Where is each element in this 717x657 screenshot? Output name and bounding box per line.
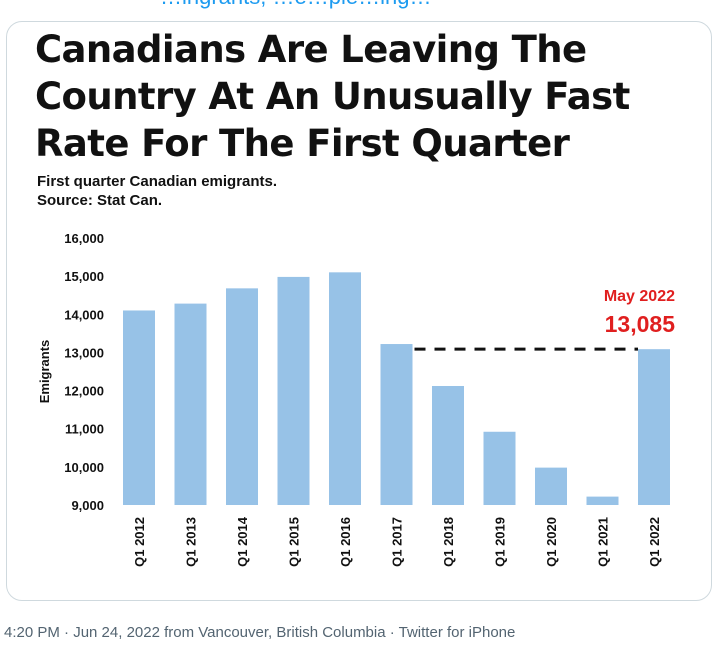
chart-subtitle-line1: First quarter Canadian emigrants. xyxy=(37,173,278,190)
x-tick-label: Q1 2018 xyxy=(441,517,456,567)
bar-q1-2013 xyxy=(174,303,207,505)
bar-q1-2018 xyxy=(432,385,464,505)
bar-q1-2022 xyxy=(638,349,670,505)
x-tick-label: Q1 2022 xyxy=(647,517,662,567)
x-tick-label: Q1 2016 xyxy=(338,517,353,567)
y-tick-label: 13,000 xyxy=(64,345,104,360)
x-tick-label: Q1 2012 xyxy=(132,517,147,567)
chart-subtitle: First quarter Canadian emigrants. Source… xyxy=(37,172,277,210)
bar-q1-2015 xyxy=(277,276,310,505)
x-tick-label: Q1 2014 xyxy=(235,516,250,567)
y-tick-label: 14,000 xyxy=(64,307,104,322)
bar-q1-2017 xyxy=(380,344,413,505)
annotation-label: May 2022 xyxy=(604,288,675,305)
y-tick-label: 11,000 xyxy=(65,422,104,437)
annotation-value: 13,085 xyxy=(605,311,676,337)
bar-q1-2021 xyxy=(586,496,619,505)
bar-chart: 9,000 10,000 11,000 12,000 13,000 14,000 15,00… xyxy=(37,231,676,567)
y-tick-label: 16,000 xyxy=(64,231,104,246)
bar-q1-2019 xyxy=(483,431,516,505)
x-tick-label: Q1 2013 xyxy=(184,517,199,567)
x-tick-label: Q1 2019 xyxy=(493,517,508,567)
x-tick-label: Q1 2015 xyxy=(287,517,302,567)
bar-q1-2016 xyxy=(329,272,361,505)
y-tick-label: 15,000 xyxy=(64,269,104,284)
y-axis-label: Emigrants xyxy=(37,340,52,404)
chart-title: Canadians Are Leaving The Country At An … xyxy=(35,28,630,165)
tweet-image-card[interactable]: Canadians Are Leaving The Country At An … xyxy=(6,21,712,601)
y-tick-label: 10,000 xyxy=(64,460,104,475)
bar-q1-2020 xyxy=(535,467,567,505)
tweet-footer: 4:20 PM · Jun 24, 2022 from Vancouver, B… xyxy=(4,624,516,641)
tweet-top-text: …ingrants, …e…ple…ing… xyxy=(160,0,431,10)
bar-q1-2014 xyxy=(226,288,258,505)
y-tick-label: 12,000 xyxy=(64,384,104,399)
bar-q1-2012 xyxy=(123,310,155,505)
x-tick-label: Q1 2020 xyxy=(544,517,559,567)
y-tick-label: 9,000 xyxy=(71,498,104,513)
x-tick-label: Q1 2017 xyxy=(390,517,405,567)
x-tick-label: Q1 2021 xyxy=(596,517,611,567)
chart-source: Source: Stat Can. xyxy=(37,192,163,209)
